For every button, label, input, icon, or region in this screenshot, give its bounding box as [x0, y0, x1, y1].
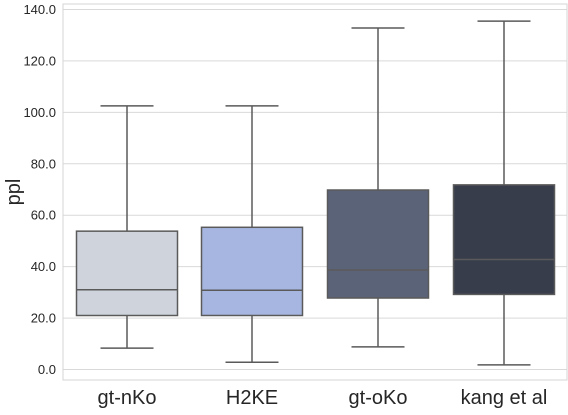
iqr-box — [326, 189, 430, 299]
box-4 — [452, 20, 556, 366]
y-axis-ticks: 0.0 20.0 40.0 60.0 80.0 100.0 120.0 140.0 — [23, 2, 56, 377]
boxes — [75, 20, 556, 366]
x-tick-label: H2KE — [226, 387, 278, 409]
iqr-box — [452, 184, 556, 296]
y-tick-label: 40.0 — [31, 259, 56, 274]
box-1 — [75, 105, 179, 349]
box-2 — [200, 105, 304, 364]
x-tick-label: kang et al — [461, 387, 548, 409]
x-tick-label: gt-oKo — [349, 387, 408, 409]
y-tick-label: 100.0 — [23, 105, 56, 120]
y-tick-label: 80.0 — [31, 156, 56, 171]
iqr-box — [75, 230, 179, 317]
y-axis-label: ppl — [3, 179, 25, 206]
box-3 — [326, 27, 430, 348]
x-axis-ticks: gt-nKo H2KE gt-oKo kang et al — [98, 387, 548, 409]
iqr-box — [200, 226, 304, 317]
y-tick-label: 20.0 — [31, 311, 56, 326]
y-tick-label: 60.0 — [31, 208, 56, 223]
plot-frame — [62, 3, 568, 381]
y-tick-label: 0.0 — [38, 362, 56, 377]
x-tick-label: gt-nKo — [98, 387, 157, 409]
y-tick-label: 140.0 — [23, 2, 56, 17]
y-tick-label: 120.0 — [23, 53, 56, 68]
